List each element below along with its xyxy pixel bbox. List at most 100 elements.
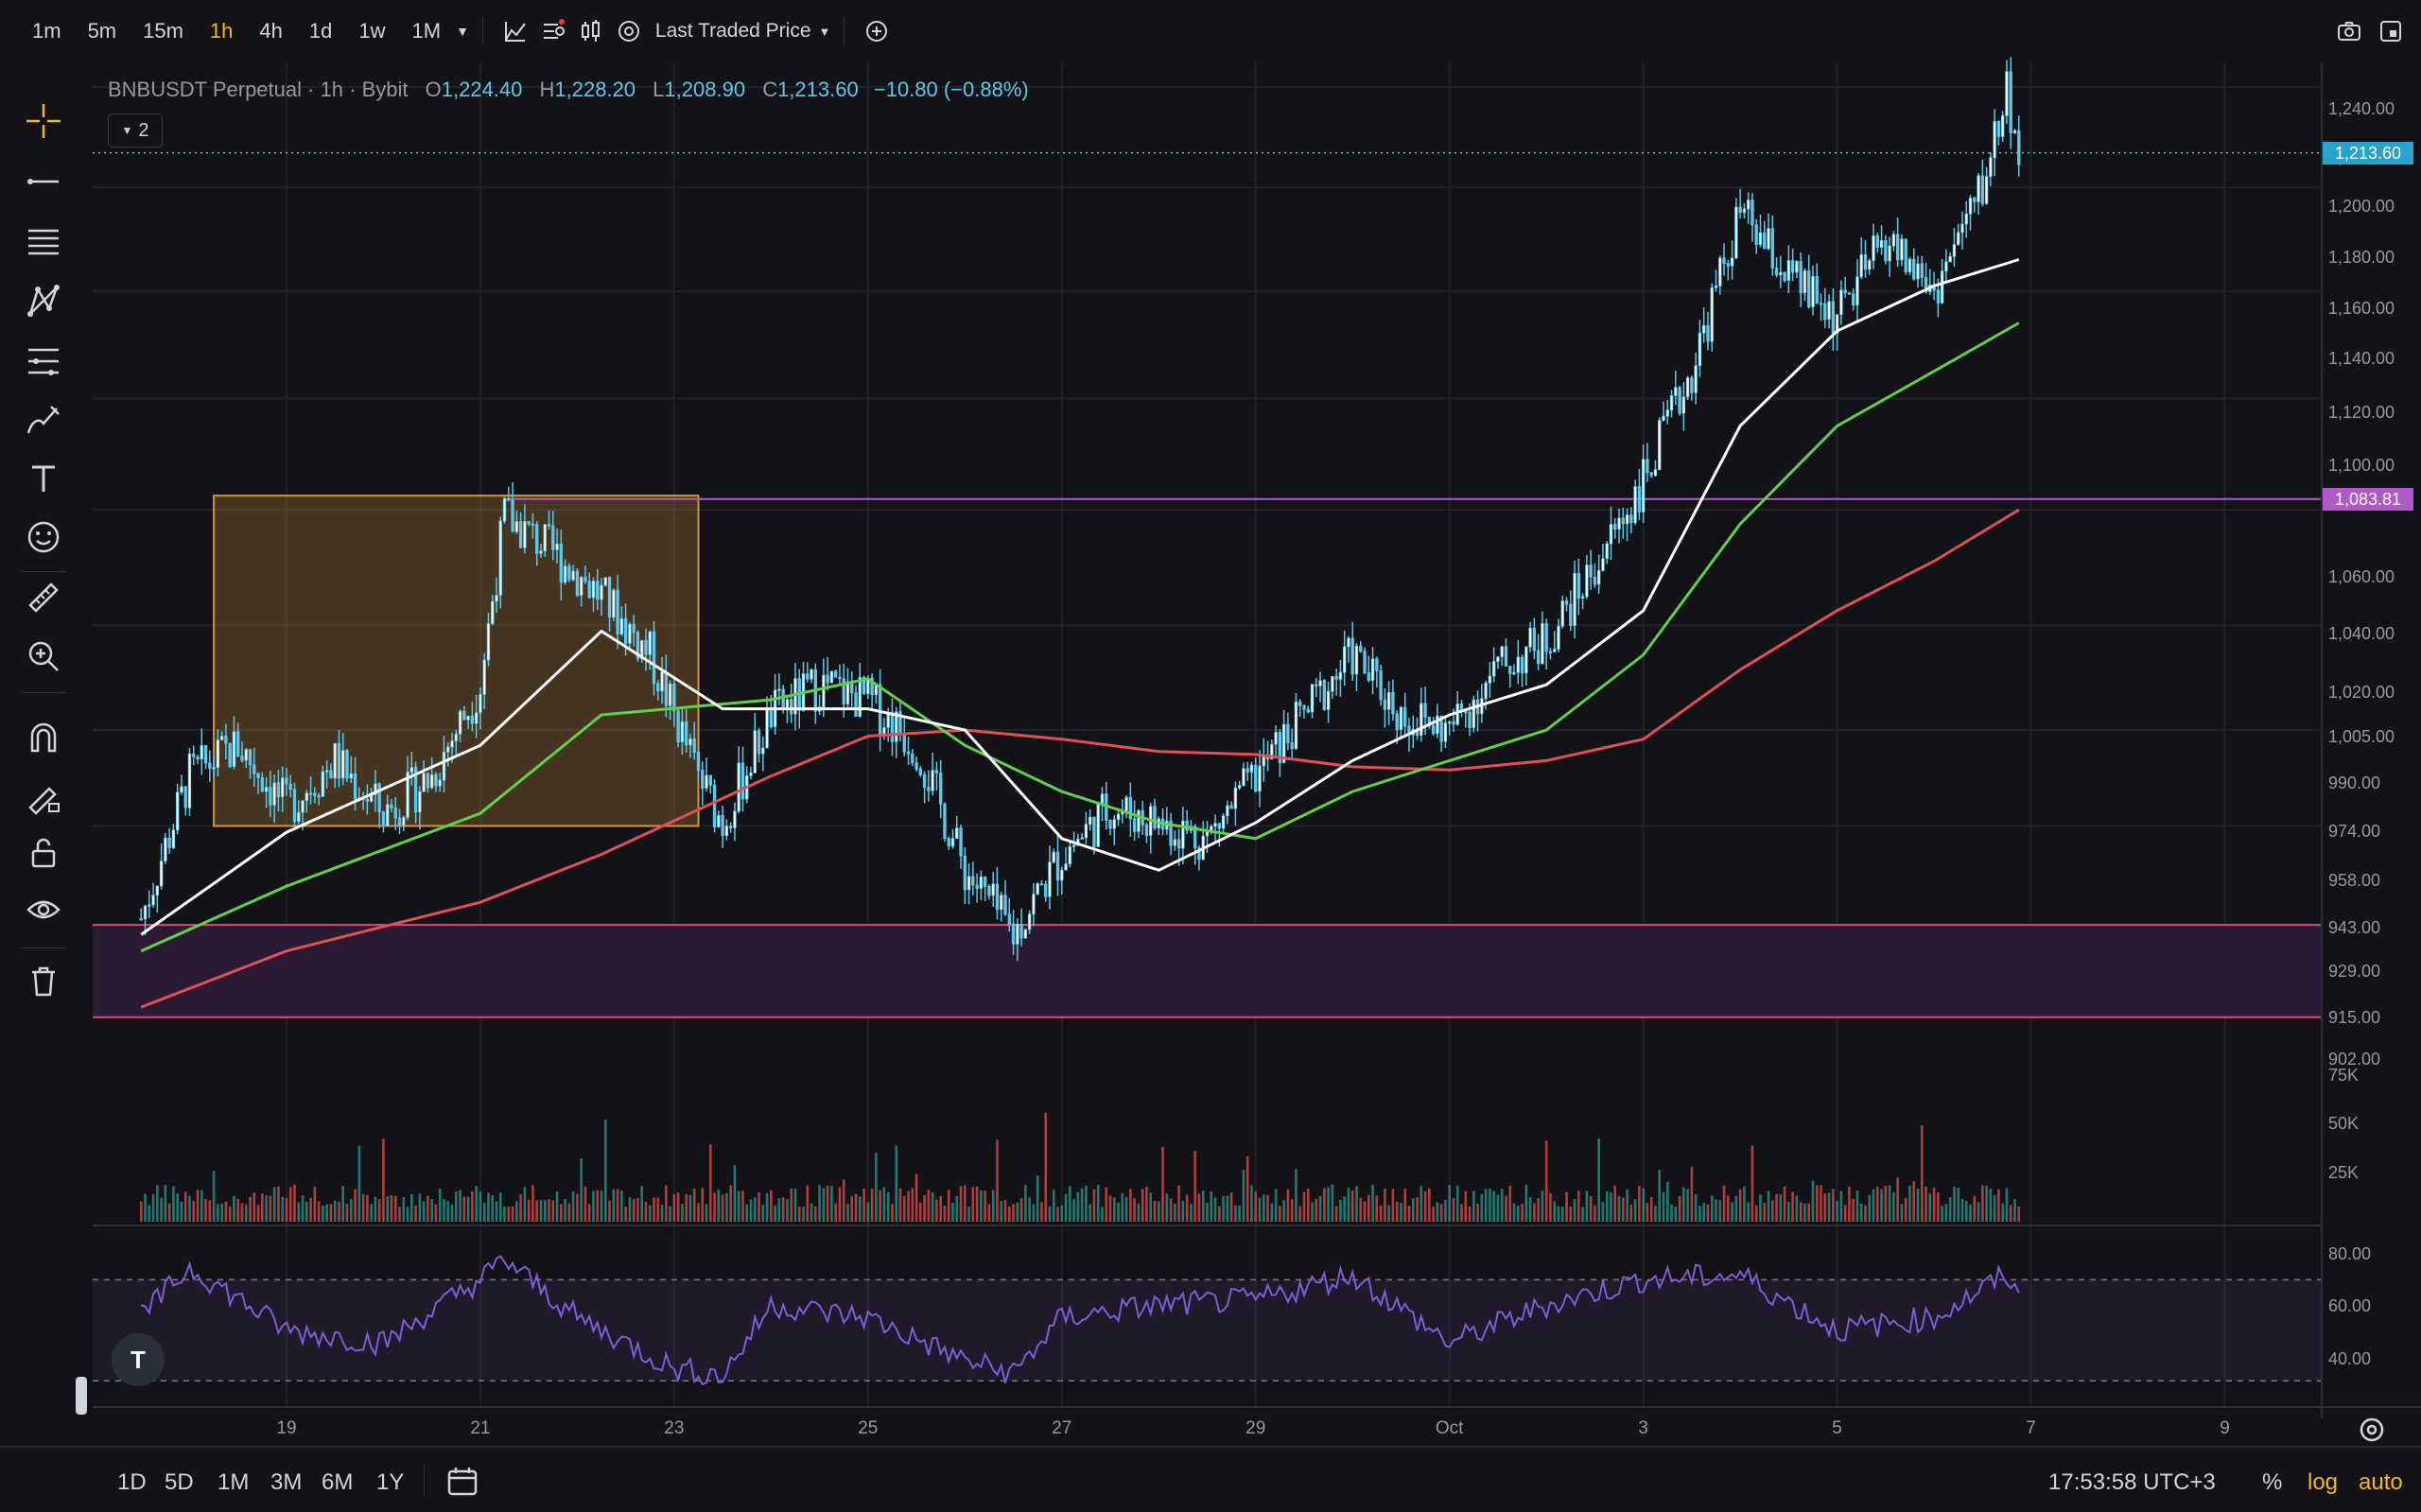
volume-bar — [628, 1197, 632, 1222]
range-5D[interactable]: 5D — [165, 1469, 194, 1495]
candle-body — [1395, 713, 1399, 731]
lock-drawing-icon[interactable] — [23, 775, 64, 817]
price-label: 1,040.00 — [2328, 624, 2395, 643]
volume-bar — [955, 1195, 959, 1222]
calendar-icon[interactable] — [446, 1466, 480, 1503]
range-3M[interactable]: 3M — [270, 1469, 303, 1495]
unlock-icon[interactable] — [23, 832, 64, 874]
volume-bar — [1129, 1189, 1132, 1222]
price-source-icon[interactable] — [614, 16, 644, 46]
volume-bar — [564, 1198, 566, 1222]
volume-bar — [151, 1194, 155, 1222]
price-source-dropdown[interactable]: Last Traded Price — [654, 20, 811, 42]
candle-body — [450, 740, 454, 748]
volume-bar — [1715, 1199, 1717, 1222]
volume-bar — [603, 1120, 607, 1222]
ma-fast-line[interactable] — [140, 258, 2020, 936]
timeframe-1h[interactable]: 1h — [209, 19, 234, 43]
candle-body — [806, 673, 810, 680]
candle-body — [1734, 206, 1738, 259]
collapse-handle[interactable] — [76, 1377, 87, 1415]
symbol-name[interactable]: BNBUSDT Perpetual · 1h · Bybit — [108, 78, 409, 101]
candle-body — [1790, 260, 1795, 273]
text-icon[interactable] — [23, 458, 64, 499]
volume-bar — [430, 1198, 433, 1222]
volume-bar — [1117, 1202, 1120, 1222]
chevron-down-icon[interactable]: ▼ — [818, 24, 831, 39]
crosshair-icon[interactable] — [23, 100, 64, 142]
magnet-icon[interactable] — [23, 717, 64, 758]
volume-bar — [1642, 1188, 1645, 1222]
timeframe-5m[interactable]: 5m — [87, 19, 117, 43]
volume-bar — [1565, 1191, 1568, 1222]
volume-bar — [1032, 1204, 1036, 1222]
candles — [139, 57, 2021, 962]
time-label: 19 — [276, 1418, 297, 1438]
indicators-icon[interactable] — [538, 16, 568, 46]
volume-bar — [386, 1196, 389, 1222]
volume-bar — [1197, 1193, 1201, 1222]
tradingview-logo[interactable]: T — [112, 1333, 165, 1386]
timeframe-1d[interactable]: 1d — [308, 19, 333, 43]
volume-bar — [1174, 1203, 1176, 1222]
volume-bar — [895, 1145, 897, 1222]
add-icon[interactable] — [862, 16, 892, 46]
volume-bar — [1799, 1202, 1803, 1222]
range-6M[interactable]: 6M — [322, 1469, 354, 1495]
brush-icon[interactable] — [23, 399, 64, 441]
chevron-down-icon[interactable]: ▼ — [456, 24, 469, 39]
zoom-in-icon[interactable] — [23, 635, 64, 677]
ma-slow-line[interactable] — [140, 508, 2020, 1009]
forecast-icon[interactable] — [23, 340, 64, 382]
indicators-toggle[interactable]: ▼ 2 — [108, 113, 163, 148]
ma-mid-line[interactable] — [140, 322, 2020, 953]
rectangle-drawing[interactable] — [213, 495, 700, 827]
fullscreen-icon[interactable] — [2376, 16, 2406, 46]
ruler-icon[interactable] — [23, 577, 64, 618]
chart-type-icon[interactable] — [500, 16, 531, 46]
camera-icon[interactable] — [2334, 16, 2364, 46]
volume-bar — [947, 1190, 950, 1222]
timeframe-15m[interactable]: 15m — [143, 19, 183, 43]
support-zone[interactable] — [93, 925, 2322, 1017]
trend-line-icon[interactable] — [23, 161, 64, 202]
volume-bar — [297, 1202, 301, 1222]
auto-toggle[interactable]: auto — [2359, 1469, 2403, 1495]
percent-toggle[interactable]: % — [2262, 1469, 2283, 1495]
eye-icon[interactable] — [23, 889, 64, 930]
log-toggle[interactable]: log — [2308, 1469, 2339, 1495]
candle-body — [1702, 324, 1706, 334]
volume-bar — [644, 1202, 648, 1222]
candle-body — [377, 783, 381, 812]
volume-bar — [653, 1197, 655, 1222]
volume-bar — [1270, 1203, 1274, 1222]
pattern-icon[interactable] — [23, 280, 64, 322]
volume-bar — [1750, 1145, 1754, 1222]
trash-icon[interactable] — [23, 961, 64, 1002]
timeframe-1M[interactable]: 1M — [411, 19, 442, 43]
emoji-icon[interactable] — [23, 516, 64, 558]
timeframe-1w[interactable]: 1w — [358, 19, 386, 43]
fib-retracement-icon[interactable] — [23, 221, 64, 263]
timeframe-1m[interactable]: 1m — [32, 19, 61, 43]
settings-icon[interactable] — [2351, 1409, 2393, 1451]
candle-body — [979, 876, 984, 889]
volume-bar — [354, 1189, 357, 1222]
range-1D[interactable]: 1D — [117, 1469, 147, 1495]
clock[interactable]: 17:53:58 UTC+3 — [2048, 1469, 2216, 1495]
candles-icon[interactable] — [576, 16, 606, 46]
candle-body — [1718, 257, 1722, 287]
candle-body — [571, 570, 575, 581]
volume-bar — [814, 1206, 817, 1222]
range-1M[interactable]: 1M — [218, 1469, 250, 1495]
divider — [21, 692, 66, 693]
candle-body — [1573, 572, 1576, 626]
range-1Y[interactable]: 1Y — [376, 1469, 405, 1495]
volume-bar — [1416, 1197, 1419, 1222]
candle-body — [765, 706, 769, 749]
high-label: H — [539, 78, 555, 101]
candle-body — [1213, 823, 1217, 827]
timeframe-4h[interactable]: 4h — [259, 19, 283, 43]
volume-bar — [301, 1195, 305, 1222]
